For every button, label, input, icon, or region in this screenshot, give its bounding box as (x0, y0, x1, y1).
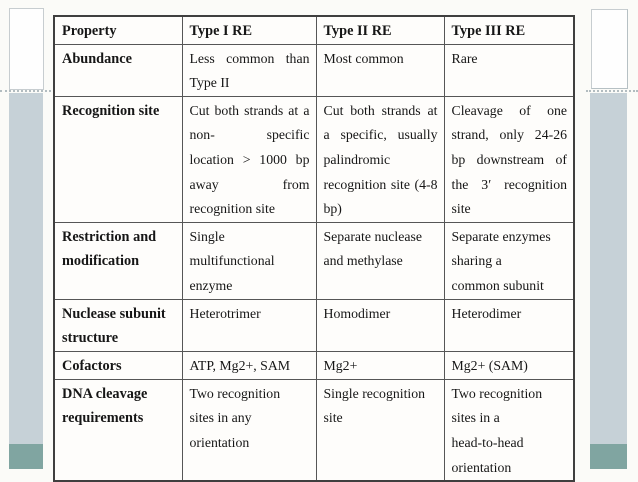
column-header: Property (53, 15, 183, 45)
cell-line: structure (62, 330, 119, 347)
cell-line: Cut both strands at (323, 102, 438, 118)
cell-line: Most common (323, 50, 404, 66)
cell-line: site (451, 201, 471, 217)
table-cell: Cleavage of one strand, only 24-26 bp downstrea… (443, 95, 575, 223)
table-cell: Mg2+ (SAM) (443, 350, 575, 380)
row-header-cell: Restriction and modification (53, 221, 183, 300)
cell-line: bp downstream of (451, 151, 567, 167)
cell-line: common subunit (451, 277, 544, 293)
cell-line: Mg2+ (SAM) (451, 357, 528, 373)
table-cell: Single multifunctional enzyme (181, 221, 317, 300)
cell-line: enzyme (189, 277, 233, 293)
table-cell: Homodimer (315, 298, 445, 352)
cell-line: Restriction and (62, 228, 157, 245)
cell-line: Heterotrimer (189, 305, 261, 321)
cell-line: sites in any (189, 410, 252, 426)
table-cell: Less common than Type II (181, 43, 317, 97)
table-cell: Two recognition sites in a head-to-head ori… (443, 378, 575, 482)
right-sidebar-stripe (590, 93, 627, 444)
cell-line: location >1000 bp (189, 151, 310, 167)
cell-line: away from (189, 176, 310, 192)
cell-line: modification (62, 253, 140, 270)
cell-line: Heterodimer (451, 305, 522, 321)
cell-line: multifunctional (189, 253, 275, 269)
cell-line: Mg2+ (323, 357, 358, 373)
cell-line: bp) (323, 201, 342, 217)
table-cell: Heterodimer (443, 298, 575, 352)
cell-line: site (323, 410, 343, 426)
table-cell: Separate nuclease and methylase (315, 221, 445, 300)
cell-line: DNA cleavage (62, 385, 148, 402)
cell-line: Homodimer (323, 305, 391, 321)
left-dotted-divider (0, 90, 51, 92)
cell-line: ATP, Mg2+, SAM (189, 357, 291, 373)
left-accent-square (9, 444, 43, 469)
column-header: Type II RE (315, 15, 445, 45)
table-cell: Separate enzymes sharing a common subunit (443, 221, 575, 300)
cell-line: orientation (451, 459, 512, 475)
column-header: Type III RE (443, 15, 575, 45)
table-cell: Mg2+ (315, 350, 445, 380)
cell-line: Recognition site (62, 102, 160, 119)
row-header-cell: Recognition site (53, 95, 183, 223)
cell-line: strand, only 24-26 (451, 127, 568, 143)
cell-line: Two recognition (189, 385, 281, 401)
table-row: Nuclease subunit structure Heterotrimer Hom… (53, 298, 575, 352)
cell-line: palindromic (323, 151, 391, 167)
cell-line: sharing a (451, 253, 502, 269)
table-cell: Heterotrimer (181, 298, 317, 352)
cell-line: Single (189, 228, 225, 244)
table-cell: Two recognition sites in any orientation (181, 378, 317, 482)
table-row: Recognition site Cut both strands at a non-spe… (53, 95, 575, 223)
cell-line: a specific, usually (323, 127, 438, 143)
table-cell: Cut both strands at a specific, usually palindr… (315, 95, 445, 223)
cell-line: requirements (62, 410, 144, 427)
cell-line: Type II (189, 75, 230, 91)
cell-line: head-to-head (451, 434, 524, 450)
cell-line: Nuclease subunit (62, 305, 166, 322)
cell-line: recognition site (189, 201, 275, 217)
cell-line: Two recognition (451, 385, 543, 401)
cell-line: sites in a (451, 410, 500, 426)
table-row: Restriction and modification Single multifu… (53, 221, 575, 300)
table-cell: Cut both strands at a non-specific location >10… (181, 95, 317, 223)
left-sidebar-stripe (9, 93, 43, 444)
cell-line: Less common than (189, 50, 310, 66)
row-header-cell: Nuclease subunit structure (53, 298, 183, 352)
cell-line: Abundance (62, 50, 132, 67)
cell-line: non-specific (189, 127, 310, 143)
table-row: DNA cleavage requirements Two recognition s… (53, 378, 575, 482)
cell-line: Single recognition (323, 385, 426, 401)
row-header-cell: Abundance (53, 43, 183, 97)
cell-line: recognition site (4-8 (323, 176, 438, 192)
table-cell: ATP, Mg2+, SAM (181, 350, 317, 380)
table-cell: Rare (443, 43, 575, 97)
table-row: Abundance Less common than Type II Most commo… (53, 43, 575, 97)
header-row: Property Type I RE Type II RE Type III RE (53, 15, 575, 45)
restriction-enzyme-comparison-table: Property Type I RE Type II RE Type III RE A… (53, 15, 575, 482)
cell-line: and methylase (323, 253, 403, 269)
row-header-cell: DNA cleavage requirements (53, 378, 183, 482)
cell-line: the 3′ recognition (451, 176, 568, 192)
left-top-decor-box (9, 8, 44, 90)
cell-line: Separate enzymes (451, 228, 551, 244)
right-dotted-divider (586, 90, 638, 92)
cell-line: Cut both strands at a (189, 102, 310, 118)
right-accent-square (590, 444, 627, 469)
right-top-decor-box (591, 9, 628, 89)
cell-line: Cofactors (62, 357, 122, 374)
table-row: Cofactors ATP, Mg2+, SAM Mg2+ Mg2+ (SAM) (53, 350, 575, 380)
cell-line: Rare (451, 50, 478, 66)
table-cell: Single recognition site (315, 378, 445, 482)
cell-line: orientation (189, 434, 250, 450)
table-cell: Most common (315, 43, 445, 97)
row-header-cell: Cofactors (53, 350, 183, 380)
cell-line: Separate nuclease (323, 228, 422, 244)
column-header: Type I RE (181, 15, 317, 45)
cell-line: Cleavage of one (451, 102, 568, 118)
